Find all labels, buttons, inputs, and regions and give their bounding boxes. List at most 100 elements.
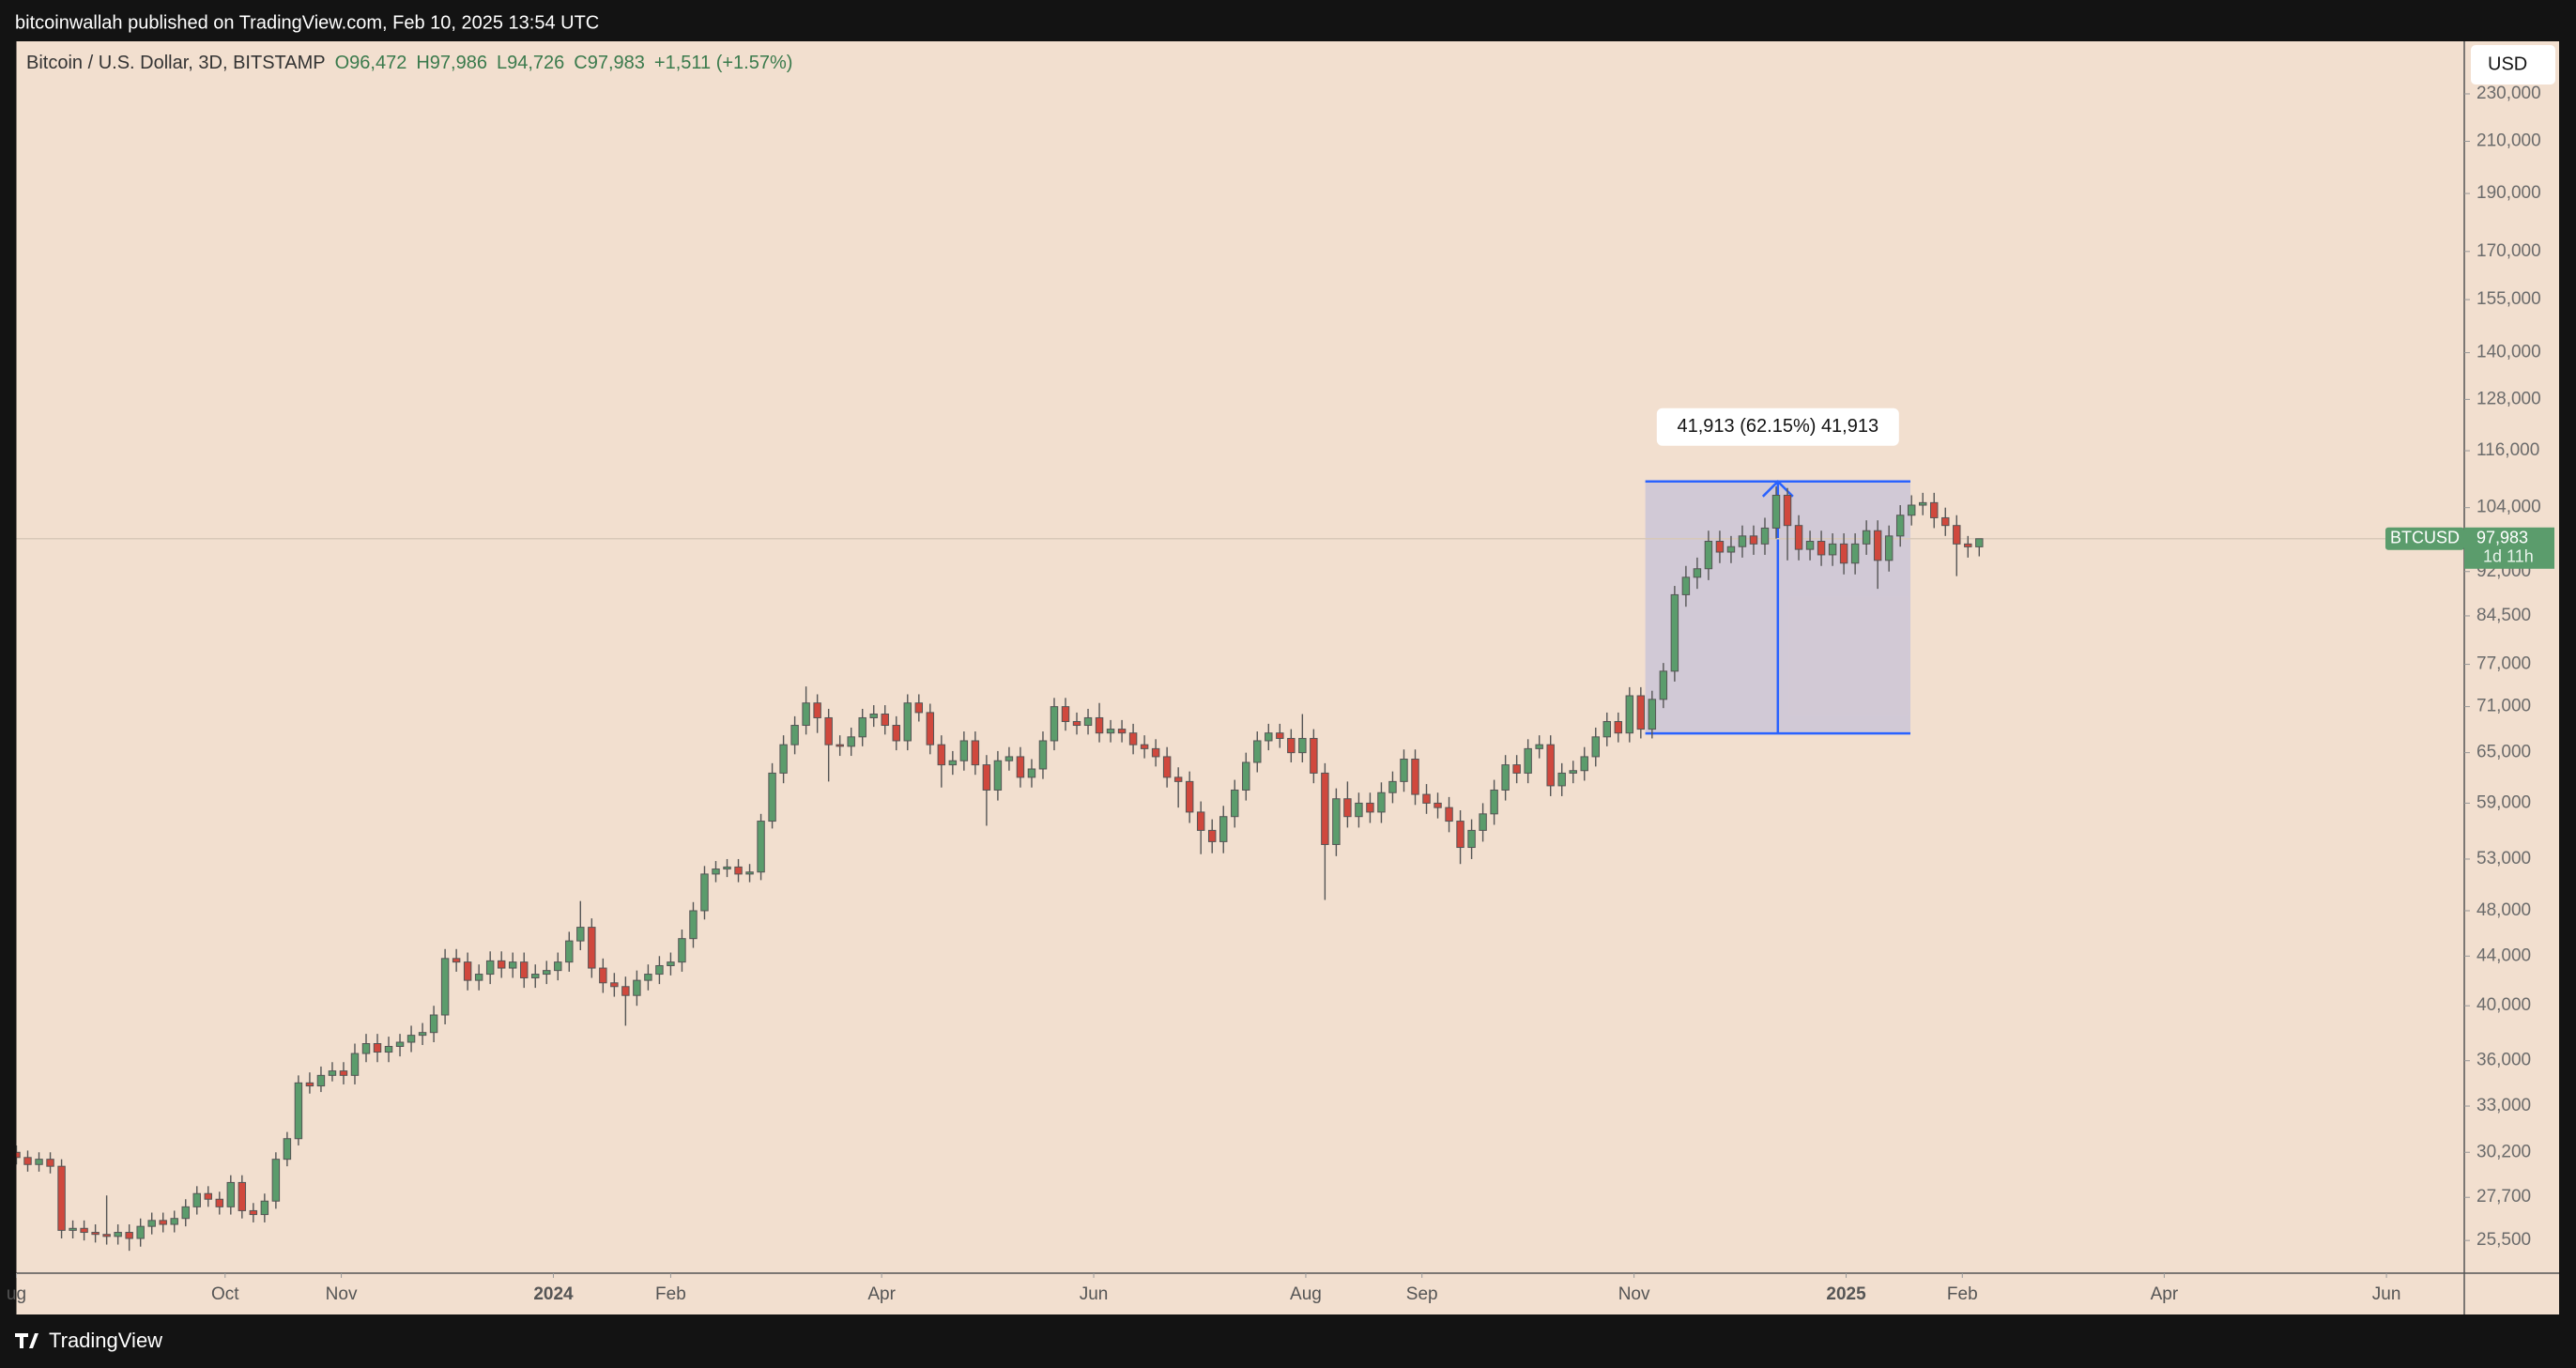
candle-body	[1636, 695, 1646, 730]
candle-body	[1185, 780, 1194, 813]
candle-body	[1602, 720, 1611, 738]
candle-body	[1434, 802, 1442, 808]
y-tick-label: 33,000	[2476, 1096, 2531, 1115]
candle-body	[361, 1043, 371, 1054]
candle-body	[114, 1232, 122, 1237]
currency-button[interactable]	[2471, 45, 2555, 85]
candle-body	[16, 1151, 21, 1159]
candle-body	[1569, 770, 1577, 774]
y-tick-label: 230,000	[2476, 84, 2541, 103]
candle-body	[734, 866, 743, 875]
candle-body	[779, 744, 788, 774]
candle-body	[1580, 756, 1588, 772]
candle-body	[1681, 576, 1691, 595]
candle-body	[1173, 776, 1183, 782]
candle-body	[858, 716, 866, 738]
candle-body	[384, 1045, 393, 1053]
candle-body	[1715, 541, 1725, 553]
x-tick-label: Nov	[326, 1284, 358, 1304]
candle-body	[91, 1232, 100, 1236]
candle-body	[1524, 747, 1532, 774]
candle-body	[892, 725, 900, 742]
candle-body	[1919, 501, 1927, 506]
x-tick-label: Sep	[1406, 1284, 1438, 1304]
axes: 25,500 27,700 30,200 33,000 36,000 40,000 44,0…	[7, 84, 2541, 1304]
candle-body	[1964, 543, 1972, 547]
candle-body	[1659, 670, 1668, 700]
candle-body	[621, 986, 630, 996]
candle-body	[1196, 811, 1205, 831]
candle-body	[1050, 706, 1059, 742]
candle-body	[1771, 494, 1781, 529]
candle-body	[1749, 535, 1758, 545]
y-tick-label: 53,000	[2476, 849, 2531, 868]
candle-body	[192, 1192, 201, 1207]
candle-body	[712, 868, 720, 875]
y-tick-label: 36,000	[2476, 1051, 2531, 1070]
candle-body	[745, 871, 754, 875]
candle-body	[1817, 541, 1826, 556]
candle-body	[1265, 732, 1273, 742]
candle-body	[215, 1198, 224, 1207]
candle-body	[824, 716, 833, 745]
candle-body	[328, 1070, 337, 1076]
candle-body	[238, 1181, 247, 1211]
candle-body	[418, 1032, 427, 1037]
candle-body	[914, 702, 924, 714]
candle-body	[69, 1227, 77, 1231]
y-tick-label: 48,000	[2476, 900, 2531, 920]
candle-body	[1377, 792, 1386, 813]
symbol-tag-label: BTCUSD	[2390, 529, 2460, 547]
time-axis	[16, 1273, 2464, 1314]
candle-body	[1400, 759, 1408, 782]
x-tick-label: Jun	[2372, 1284, 2401, 1304]
candle-body	[802, 702, 810, 727]
x-tick-label: Apr	[867, 1284, 896, 1304]
candle-body	[1151, 747, 1160, 758]
candle-body	[881, 713, 889, 727]
candle-body	[1287, 737, 1296, 754]
y-tick-label: 40,000	[2476, 995, 2531, 1015]
y-tick-label: 44,000	[2476, 945, 2531, 965]
candle-body	[474, 974, 483, 981]
ohlc-value: H97,986	[416, 53, 487, 73]
candle-body	[1794, 525, 1803, 550]
x-tick-label: Apr	[2151, 1284, 2179, 1304]
candle-body	[339, 1070, 348, 1076]
candle-body	[1704, 541, 1713, 570]
candle-body	[125, 1232, 133, 1239]
candle-body	[1253, 740, 1262, 763]
candle-body	[1004, 756, 1014, 761]
y-tick-label: 140,000	[2476, 343, 2541, 362]
y-tick-label: 190,000	[2476, 183, 2541, 203]
candle-body	[1366, 802, 1374, 813]
candle-body	[429, 1014, 438, 1034]
candle-body	[204, 1192, 212, 1200]
y-tick-label: 71,000	[2476, 697, 2531, 716]
candle-body	[1016, 756, 1025, 778]
candle-body	[23, 1157, 32, 1165]
currency-label[interactable]: USD	[2488, 54, 2527, 74]
x-tick-label: Aug	[1290, 1284, 1322, 1304]
candle-body	[1930, 501, 1939, 518]
candle-body	[1467, 829, 1476, 849]
price-tag-countdown: 1d 11h	[2483, 547, 2534, 566]
candle-body	[80, 1227, 88, 1234]
price-tag	[2464, 527, 2554, 569]
candle-body	[982, 764, 991, 791]
candle-body	[1162, 756, 1172, 778]
candle-body	[757, 821, 765, 873]
y-tick-label: 116,000	[2476, 440, 2539, 460]
candle-body	[1557, 772, 1566, 787]
candle-body	[723, 866, 731, 870]
candle-body	[1953, 525, 1961, 545]
plot	[16, 480, 2464, 1252]
symbol-tag	[2385, 527, 2464, 550]
y-tick-label: 30,200	[2476, 1142, 2531, 1161]
candle-body	[847, 736, 855, 747]
candle-body	[283, 1138, 292, 1160]
candle-body	[1343, 798, 1352, 818]
candle-body	[1072, 720, 1081, 727]
